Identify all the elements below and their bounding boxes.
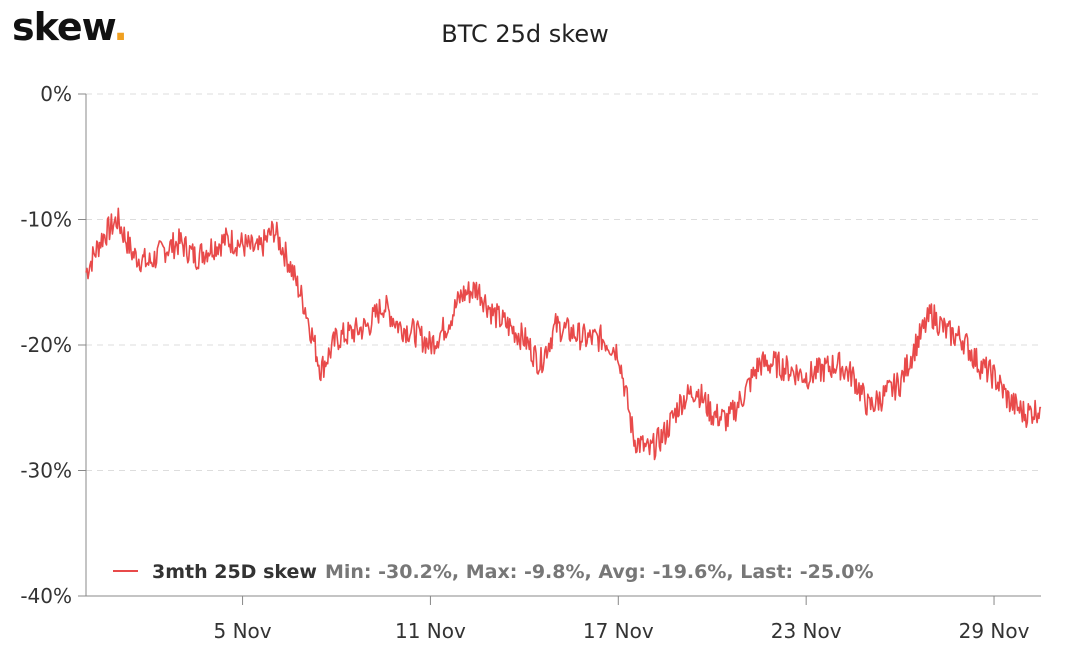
logo-dot: . [113, 5, 127, 49]
x-tick-label: 17 Nov [583, 619, 654, 643]
y-tick-label: -40% [20, 584, 72, 608]
tick-labels: 0% -10% -20% -30% -40% 5 Nov 11 Nov 17 Nov 23 No… [20, 82, 1029, 643]
logo-text: skew [12, 5, 114, 49]
legend: 3mth 25D skew Min: -30.2%, Max: -9.8%, Av… [113, 561, 874, 583]
series-line-3mth-25d-skew [85, 207, 1042, 461]
legend-stats: Min: -30.2%, Max: -9.8%, Avg: -19.6%, La… [325, 561, 874, 583]
chart-title: BTC 25d skew [441, 20, 609, 48]
axes [78, 93, 1041, 605]
x-tick-label: 29 Nov [959, 619, 1030, 643]
y-tick-label: -10% [20, 208, 72, 232]
series-layer [85, 207, 1042, 461]
x-tick-label: 11 Nov [395, 619, 466, 643]
grid-lines [86, 93, 1041, 471]
legend-series-name[interactable]: 3mth 25D skew Min: -30.2%, Max: -9.8%, Av… [152, 561, 874, 583]
y-tick-label: -30% [20, 459, 72, 483]
legend-name[interactable]: 3mth 25D skew [152, 561, 317, 583]
x-tick-label: 5 Nov [213, 619, 271, 643]
skew-logo: skew. [12, 5, 128, 49]
x-tick-label: 23 Nov [771, 619, 842, 643]
y-tick-label: -20% [20, 333, 72, 357]
y-tick-label: 0% [40, 82, 72, 106]
